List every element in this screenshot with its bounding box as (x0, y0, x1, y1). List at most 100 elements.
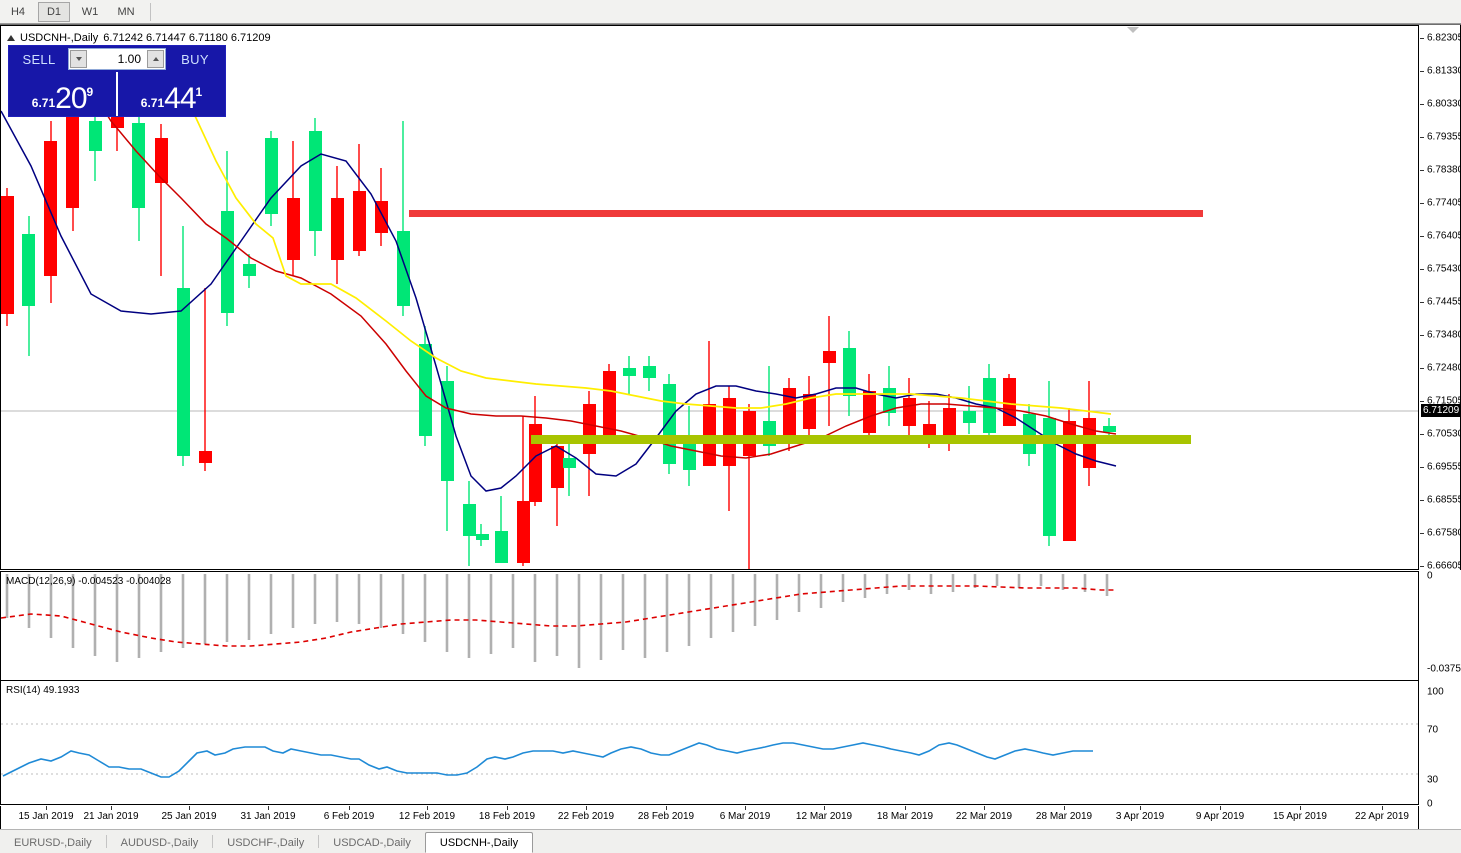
buy-price-prefix: 6.71 (140, 96, 165, 110)
candle (703, 341, 716, 466)
candle (132, 116, 145, 241)
time-label: 18 Mar 2019 (876, 811, 934, 822)
candle (375, 168, 388, 246)
timeframe-d1-label: D1 (46, 5, 62, 18)
rsi-axis-label: 100 (1427, 686, 1444, 698)
price-axis[interactable]: 6.82305 6.81330 6.80330 6.79355 6.78380 … (1420, 25, 1461, 572)
candle (517, 416, 530, 566)
lot-increase-button[interactable] (147, 50, 164, 68)
price-label: 6.67580 (1427, 527, 1461, 539)
price-label: 6.80330 (1427, 98, 1461, 110)
tab-usdcad-daily[interactable]: USDCAD-,Daily (319, 832, 425, 853)
rsi-axis-label: 30 (1427, 774, 1439, 786)
time-label: 31 Jan 2019 (240, 811, 296, 822)
candle (463, 481, 476, 566)
tab-eurusd-daily-label: EURUSD-,Daily (14, 836, 92, 849)
expand-triangle-icon[interactable] (7, 35, 15, 41)
price-label: 6.70530 (1427, 428, 1461, 440)
candle (419, 326, 432, 446)
symbol-ohlc-values: 6.71242 6.71447 6.71180 6.71209 (103, 32, 271, 44)
candle (177, 226, 190, 466)
buy-button[interactable]: BUY (168, 48, 222, 70)
trade-panel-quotes: 6.71 20 9 6.71 44 1 (9, 72, 225, 116)
time-label: 15 Jan 2019 (18, 811, 74, 822)
price-label: 6.77405 (1427, 197, 1461, 209)
candle (287, 141, 300, 276)
candle (1083, 381, 1096, 486)
time-label: 9 Apr 2019 (1195, 811, 1245, 822)
candle (603, 364, 616, 441)
symbol-tab-strip: EURUSD-,Daily AUDUSD-,Daily USDCHF-,Dail… (0, 829, 1461, 853)
timeframe-w1-label: W1 (81, 5, 99, 18)
toolbar-divider (150, 2, 151, 21)
candle (551, 436, 564, 526)
sell-price-fraction: 9 (86, 85, 94, 99)
rsi-caption: RSI(14) 49.1933 (6, 685, 80, 696)
candle (476, 524, 489, 546)
macd-caption: MACD(12,26,9) -0.004523 -0.004028 (6, 576, 172, 587)
buy-button-label: BUY (181, 51, 209, 67)
chart-window: USDCNH-,Daily 6.71242 6.71447 6.71180 6.… (0, 24, 1461, 830)
tab-eurusd-daily[interactable]: EURUSD-,Daily (0, 832, 106, 853)
timeframe-h4[interactable]: H4 (2, 2, 34, 22)
timeframe-w1[interactable]: W1 (74, 2, 106, 22)
candle (1043, 381, 1056, 546)
time-label: 12 Mar 2019 (795, 811, 853, 822)
chart-scroll-marker-icon[interactable] (1127, 27, 1139, 33)
sell-price-block[interactable]: 6.71 20 9 (9, 72, 116, 116)
rsi-indicator-pane[interactable]: RSI(14) 49.1933 (0, 680, 1419, 805)
sell-button[interactable]: SELL (12, 48, 66, 70)
price-chart-pane[interactable]: USDCNH-,Daily 6.71242 6.71447 6.71180 6.… (0, 25, 1419, 570)
candlestick-series (1, 101, 1116, 569)
tab-separator (105, 835, 107, 848)
macd-indicator-pane[interactable]: MACD(12,26,9) -0.004523 -0.004028 (0, 571, 1419, 689)
candle (199, 288, 212, 471)
timeframe-mn-label: MN (117, 5, 135, 18)
time-label: 22 Feb 2019 (557, 811, 615, 822)
candle (863, 374, 876, 444)
tab-audusd-daily[interactable]: AUDUSD-,Daily (107, 832, 213, 853)
tab-usdcad-daily-label: USDCAD-,Daily (333, 836, 411, 849)
price-label: 6.73480 (1427, 329, 1461, 341)
candle (265, 131, 278, 226)
timeframe-toolbar: H4 D1 W1 MN (0, 0, 1461, 24)
candle (155, 124, 168, 276)
price-label: 6.75430 (1427, 263, 1461, 275)
time-label: 28 Feb 2019 (637, 811, 695, 822)
candle (743, 404, 756, 569)
time-label: 3 Apr 2019 (1115, 811, 1165, 822)
price-label: 6.81330 (1427, 65, 1461, 77)
timeframe-mn[interactable]: MN (110, 2, 142, 22)
candle (331, 166, 344, 284)
symbol-name: USDCNH-,Daily (20, 32, 99, 44)
candle (89, 114, 102, 181)
lot-decrease-button[interactable] (70, 50, 87, 68)
candle (441, 366, 454, 531)
time-label: 6 Mar 2019 (719, 811, 771, 822)
candle (643, 356, 656, 391)
candle (563, 436, 576, 496)
buy-price-fraction: 1 (195, 85, 203, 99)
candle (723, 386, 736, 511)
candle (495, 496, 508, 563)
time-label: 22 Mar 2019 (955, 811, 1013, 822)
buy-price-block[interactable]: 6.71 44 1 (118, 72, 225, 116)
sell-button-label: SELL (22, 51, 56, 67)
tab-usdchf-daily[interactable]: USDCHF-,Daily (213, 832, 318, 853)
candle (309, 118, 322, 256)
one-click-trading-panel[interactable]: SELL 1.00 BUY 6.71 20 9 (8, 45, 226, 117)
timeframe-d1[interactable]: D1 (38, 1, 70, 22)
candle (963, 386, 976, 434)
price-label: 6.72480 (1427, 362, 1461, 374)
timeframe-h4-label: H4 (10, 5, 26, 18)
macd-axis-label: 0 (1427, 570, 1433, 582)
trade-panel-divider (116, 72, 118, 116)
candle (903, 378, 916, 438)
candle (397, 121, 410, 316)
tab-usdcnh-daily[interactable]: USDCNH-,Daily (424, 832, 534, 853)
macd-signal-line (1, 585, 1116, 647)
time-label: 22 Apr 2019 (1355, 811, 1409, 822)
lot-size-input[interactable]: 1.00 (68, 48, 166, 70)
candle (823, 316, 836, 426)
candle (1, 188, 14, 326)
